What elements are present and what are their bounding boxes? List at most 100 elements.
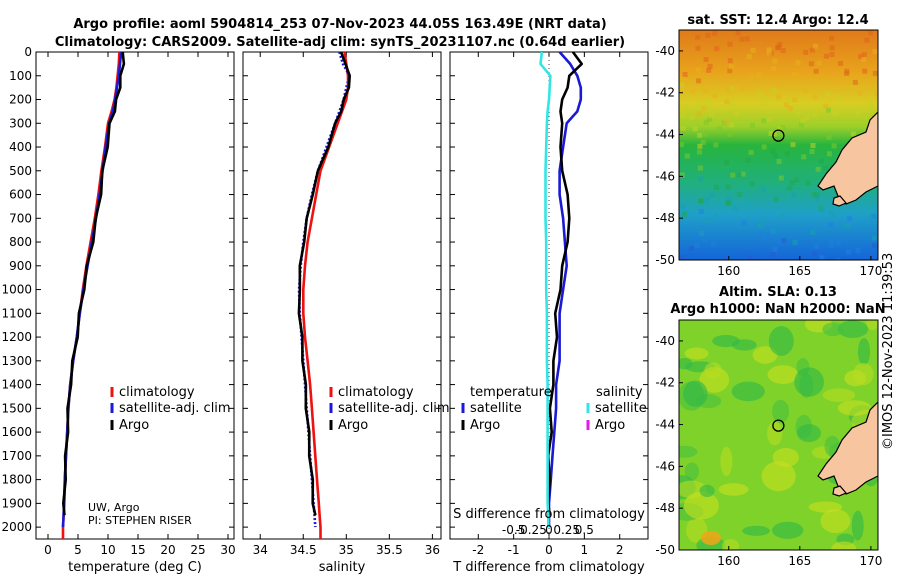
sst-pixel [776,159,782,164]
sst-pixel [862,68,868,74]
series-t-satellite [547,51,583,528]
sst-pixel [814,192,820,198]
sst-pixel [814,196,820,202]
sla-eddy [742,525,770,536]
sst-pixel [712,213,718,219]
sst-pixel [795,60,801,66]
sla-eddy [767,365,799,384]
map-y-tick-label: -50 [655,543,675,557]
sst-pixel [823,53,829,59]
sst-pixel [864,37,870,43]
y-tick-label: 2000 [1,520,32,534]
sst-pixel [780,125,786,131]
sst-pixel [837,108,843,114]
sst-pixel [804,115,810,121]
x-tick-label: 36 [425,543,440,557]
sst-pixel [813,43,819,49]
temperature-legend: climatology satellite-adj. clim Argo [110,385,231,433]
sst-pixel [781,238,787,244]
sla-eddy [731,381,765,402]
land-south-island [817,111,878,205]
sla-eddy [772,399,790,424]
sst-pixel [756,72,762,78]
sst-pixel [773,196,779,202]
sst-pixel [759,219,765,225]
sst-pixel [680,112,686,118]
legend-label-t-argo: Argo [470,418,500,433]
sst-pixel [745,158,751,163]
sst-pixel [772,131,778,137]
sst-pixel [830,78,836,83]
sst-pixel [698,176,704,182]
figure-title-line1: Argo profile: aoml 5904814_253 07-Nov-20… [73,17,606,32]
legend-label-climatology: climatology [338,385,414,400]
sst-pixel [732,206,738,212]
sst-pixel [801,154,807,160]
sst-pixel [829,45,835,51]
sst-pixel [815,166,821,172]
sst-pixel [777,126,783,132]
x-tick-label: 34.5 [290,543,317,557]
salinity-panel: 34 34.5 35 35.5 36 salinity climatology sate… [242,51,454,575]
sst-pixel [727,68,733,74]
sst-pixel [696,78,702,84]
sst-pixel [698,198,704,204]
sst-pixel [697,132,703,138]
map-y-tick-label: -40 [655,334,675,348]
sst-pixel [680,203,686,209]
sst-pixel [684,153,690,159]
sst-pixel [787,185,793,191]
sst-pixel [831,110,836,116]
sst-pixel [791,72,797,78]
sst-pixel [707,116,713,122]
sla-eddy [857,338,871,366]
sst-pixel [772,97,778,103]
sst-pixel [857,90,863,96]
sst-pixel [703,119,709,125]
map-y-tick-label: -50 [655,253,675,267]
s-tick-label: 0.25 [553,523,580,537]
sst-pixel [712,93,718,99]
sst-pixel [790,142,796,148]
sst-pixel [724,160,730,166]
x-tick-label: 20 [160,543,175,557]
sst-pixel [697,165,703,171]
sla-eddy [768,326,794,356]
sst-pixel [707,63,713,69]
sst-pixel [679,255,685,260]
x-tick-label: 15 [130,543,145,557]
sst-pixel [748,254,753,260]
sst-pixel [855,109,861,115]
map-y-tick-label: -46 [655,169,675,183]
sst-pixel [679,76,685,82]
difference-legend: temperature salinity satellite Argo sate… [461,385,647,433]
salinity-xlabel: salinity [319,560,366,575]
sst-pixel [813,68,819,74]
sst-pixel [728,122,734,128]
sst-pixel [861,52,867,58]
sst-pixel [713,142,719,148]
sla-eddy [837,400,872,416]
sst-pixel [761,118,767,124]
y-tick-label: 700 [9,211,32,225]
sla-eddy [794,367,824,397]
legend-label-t-satellite: satellite [470,401,522,416]
sst-pixel [779,213,785,219]
sst-pixel [758,92,764,98]
sst-pixel [702,88,708,94]
sla-eddy [684,347,709,360]
sst-pixel [728,101,734,107]
sst-pixel [871,213,877,219]
sst-pixel [735,30,741,35]
sst-map-title: sat. SST: 12.4 Argo: 12.4 [687,13,868,28]
y-tick-label: 1100 [1,306,32,320]
x-tick-label: 5 [74,543,82,557]
sst-pixel [810,143,816,148]
sst-pixel [852,79,858,85]
sst-pixel [800,118,806,124]
series-climatology [301,51,350,539]
sst-pixel [727,41,733,47]
sla-map-subtitle: Argo h1000: NaN h2000: NaN [670,302,885,317]
sst-pixel [829,35,835,41]
sst-pixel [679,172,685,178]
